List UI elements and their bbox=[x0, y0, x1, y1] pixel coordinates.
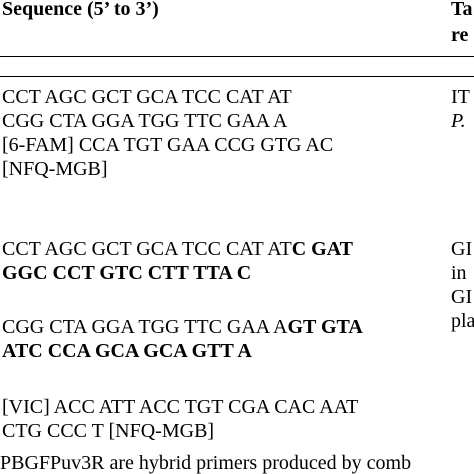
sequence-line: CGG CTA GGA TGG TTC GAA A bbox=[2, 110, 288, 132]
body-rule bbox=[0, 76, 474, 77]
sequence-bold-part: C GAT bbox=[291, 238, 354, 260]
sequence-line: CGG CTA GGA TGG TTC GAA AGT GTA bbox=[2, 315, 363, 339]
sequence-bold-part: ATC CCA GCA GCA GTT A bbox=[2, 340, 252, 362]
sequence-line: GGC CCT GTC CTT TTA C bbox=[2, 261, 251, 285]
target-cell-text: P. bbox=[451, 110, 466, 132]
sequence-bold-part: GGC CCT GTC CTT TTA C bbox=[2, 262, 252, 284]
sequence-bold-part: GT GTA bbox=[287, 316, 363, 338]
target-cell-text: IT bbox=[451, 86, 470, 108]
sequence-normal-part: CGG CTA GGA TGG TTC GAA A bbox=[2, 316, 288, 338]
sequence-normal-part: CCT AGC GCT GCA TCC CAT AT bbox=[2, 238, 292, 260]
sequence-line: CCT AGC GCT GCA TCC CAT ATC GAT bbox=[2, 237, 353, 261]
target-column-header-line2: re bbox=[451, 24, 469, 46]
sequence-line: [VIC] ACC ATT ACC TGT CGA CAC AAT bbox=[2, 396, 359, 418]
target-cell-text: pla bbox=[451, 310, 474, 332]
target-cell-text: GI bbox=[451, 238, 473, 260]
sequence-line: [NFQ-MGB] bbox=[2, 158, 108, 180]
table-footnote: PBGFPuv3R are hybrid primers produced by… bbox=[0, 452, 412, 474]
header-rule bbox=[0, 56, 474, 57]
sequence-line: [6-FAM] CCA TGT GAA CCG GTG AC bbox=[2, 134, 334, 156]
sequence-line: CCT AGC GCT GCA TCC CAT AT bbox=[2, 86, 292, 108]
target-column-header-line1: Ta bbox=[451, 0, 473, 20]
sequence-line: CTG CCC T [NFQ-MGB] bbox=[2, 420, 215, 442]
sequence-column-header: Sequence (5’ to 3’) bbox=[2, 0, 159, 20]
target-cell-text: GI bbox=[451, 286, 473, 308]
target-cell-text: in bbox=[451, 262, 467, 284]
sequence-line: ATC CCA GCA GCA GTT A bbox=[2, 339, 252, 363]
